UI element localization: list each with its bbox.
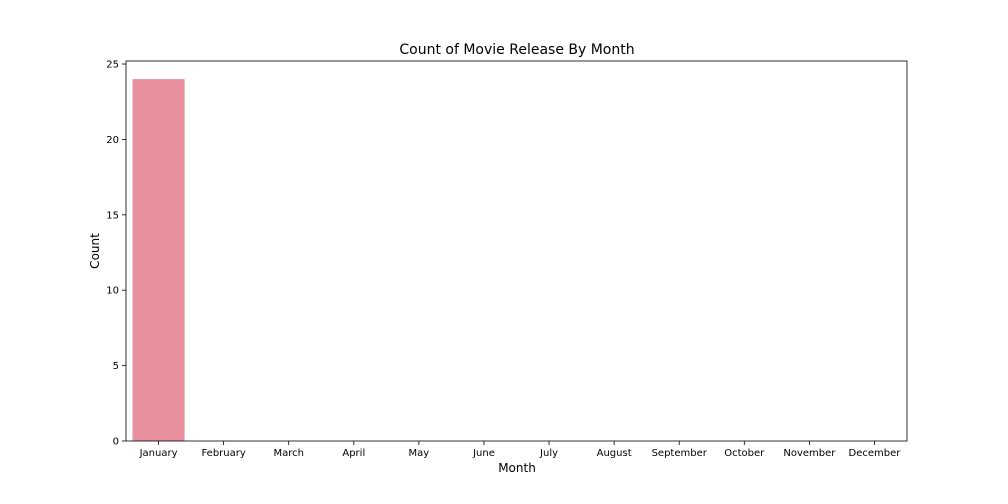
plot-frame: [125, 60, 908, 442]
y-tick-label: 10: [106, 286, 119, 297]
bar-january: [132, 79, 185, 441]
x-tick-label: August: [597, 448, 632, 459]
x-tick-label: June: [472, 448, 495, 459]
x-tick-label: March: [273, 448, 303, 459]
x-axis-label: Month: [498, 461, 536, 475]
y-tick-label: 0: [113, 437, 119, 448]
x-tick-label: May: [409, 448, 430, 459]
x-tick-label: April: [342, 448, 365, 459]
chart-title: Count of Movie Release By Month: [399, 42, 634, 58]
x-tick-label: December: [849, 448, 902, 459]
y-tick-label: 5: [113, 361, 119, 372]
x-tick-label: November: [783, 448, 836, 459]
x-tick-label: September: [652, 448, 708, 459]
y-tick-label: 25: [106, 60, 119, 71]
y-axis-label: Count: [88, 233, 102, 269]
x-tick-label: February: [201, 448, 245, 459]
x-tick-label: January: [139, 448, 178, 459]
y-tick-label: 15: [106, 210, 119, 221]
x-tick-label: October: [724, 448, 765, 459]
x-tick-label: July: [539, 448, 558, 459]
y-tick-label: 20: [106, 135, 119, 146]
